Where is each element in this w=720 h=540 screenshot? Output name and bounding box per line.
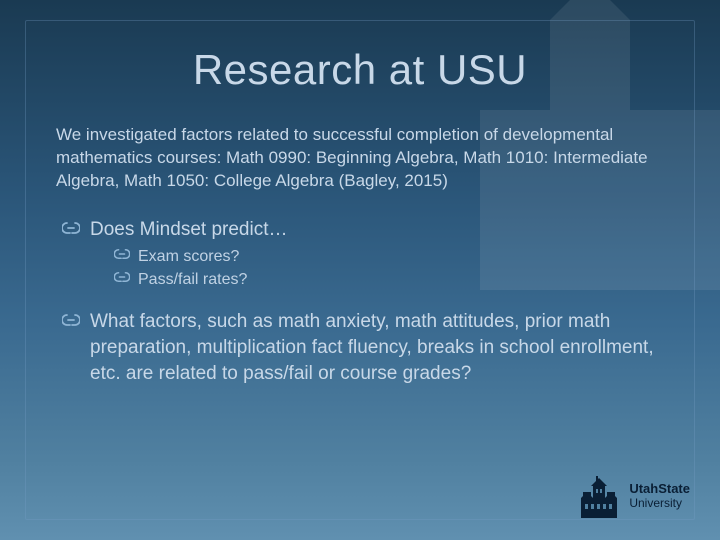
usu-logo: UtahState University bbox=[577, 472, 690, 520]
bullet-list: Does Mindset predict… Exam scores? Pass/… bbox=[56, 217, 664, 386]
slide-title: Research at USU bbox=[56, 46, 664, 94]
bullet-1: Does Mindset predict… Exam scores? Pass/… bbox=[62, 217, 664, 291]
sub-bullet-1a: Exam scores? bbox=[114, 246, 664, 268]
link-bullet-icon bbox=[114, 271, 130, 283]
sub-bullet-1b-text: Pass/fail rates? bbox=[138, 271, 247, 288]
bullet-2: What factors, such as math anxiety, math… bbox=[62, 309, 664, 386]
link-bullet-icon bbox=[62, 221, 80, 235]
sub-bullet-1a-text: Exam scores? bbox=[138, 248, 239, 265]
link-bullet-icon bbox=[62, 313, 80, 327]
sub-bullet-list: Exam scores? Pass/fail rates? bbox=[90, 246, 664, 291]
link-bullet-icon bbox=[114, 248, 130, 260]
logo-text: UtahState University bbox=[629, 482, 690, 509]
slide-frame: Research at USU We investigated factors … bbox=[25, 20, 695, 520]
bullet-1-text: Does Mindset predict… bbox=[90, 219, 287, 240]
intro-paragraph: We investigated factors related to succe… bbox=[56, 124, 664, 193]
logo-line2: University bbox=[629, 497, 690, 510]
sub-bullet-1b: Pass/fail rates? bbox=[114, 269, 664, 291]
bullet-2-text: What factors, such as math anxiety, math… bbox=[90, 311, 654, 383]
old-main-icon bbox=[577, 472, 621, 520]
logo-line1: UtahState bbox=[629, 482, 690, 496]
